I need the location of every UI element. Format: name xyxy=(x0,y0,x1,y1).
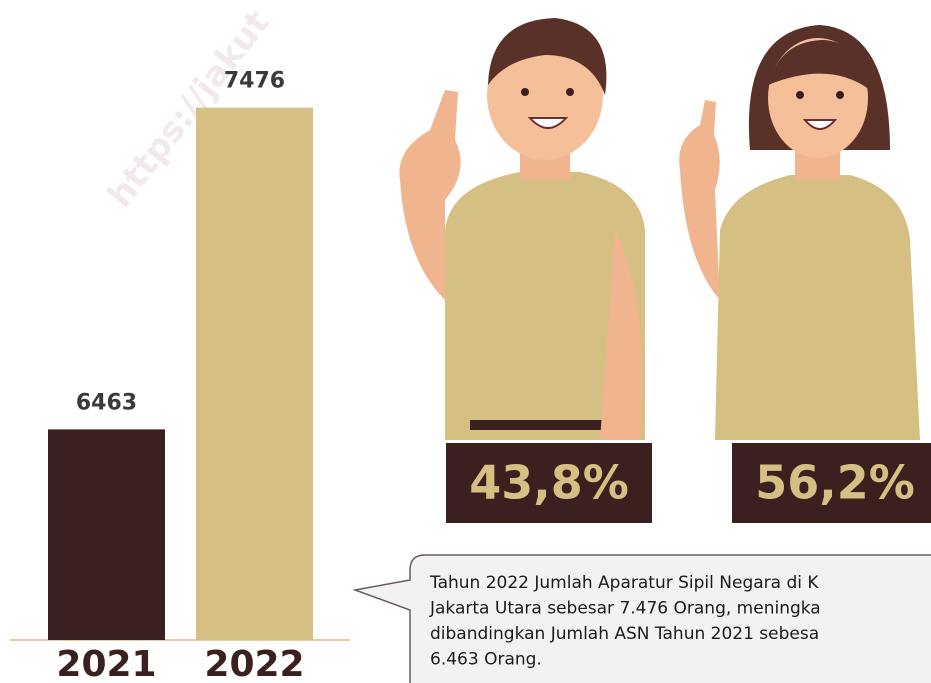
badge-label: 43,8% xyxy=(469,456,629,510)
callout-line: dibandingkan Jumlah ASN Tahun 2021 sebes… xyxy=(430,624,819,644)
man-figure xyxy=(399,18,645,440)
callout-box xyxy=(352,554,931,683)
badge xyxy=(446,443,652,523)
x-tick-label: 2021 xyxy=(56,644,156,683)
callout-line: Tahun 2022 Jumlah Aparatur Sipil Negara … xyxy=(429,573,819,593)
badge xyxy=(732,443,931,523)
badge-label: 56,2% xyxy=(755,456,915,510)
woman-figure xyxy=(679,25,920,440)
bar xyxy=(48,429,165,640)
callout-line: Jakarta Utara sebesar 7.476 Orang, menin… xyxy=(429,599,821,619)
value-label: 7476 xyxy=(224,69,285,94)
callout-line: 6.463 Orang. xyxy=(430,650,542,670)
x-tick-label: 2022 xyxy=(204,644,304,683)
value-label: 6463 xyxy=(76,390,137,415)
bar xyxy=(196,107,313,640)
